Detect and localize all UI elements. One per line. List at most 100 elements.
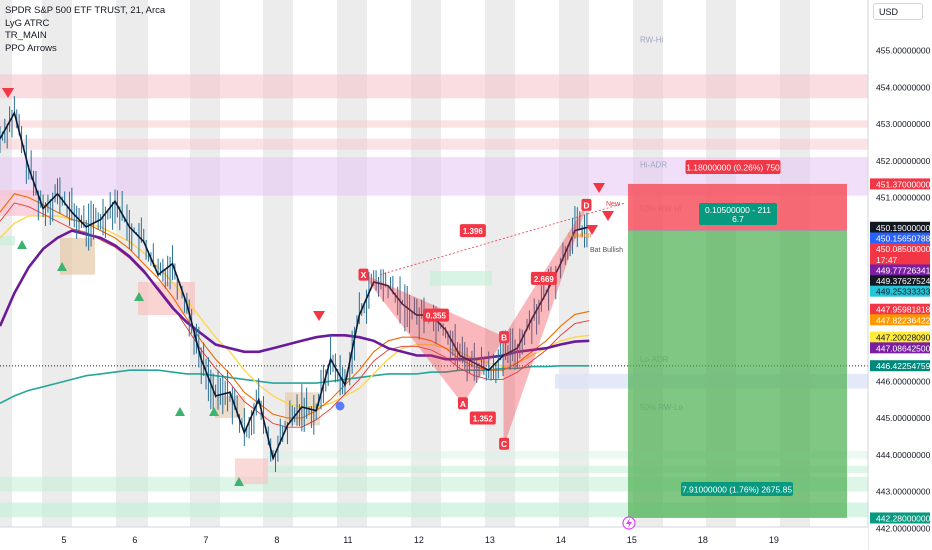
- down-arrow: [602, 211, 614, 221]
- price-label-box: [870, 303, 930, 315]
- price-tick: 444.00000000: [876, 450, 931, 460]
- down-arrow: [586, 225, 598, 235]
- stop-label: 1.18000000 (0.26%) 750: [685, 160, 781, 174]
- time-tick: 7: [203, 535, 208, 545]
- price-label: 451.37000000: [870, 178, 931, 190]
- target-label: 7.91000000 (1.76%) 2675.85: [681, 482, 793, 496]
- time-axis[interactable]: 5 6 7 8 11 12 13 14 15 18 19: [0, 516, 868, 550]
- harmonic-pattern[interactable]: X A B C D 1.396 0.355 1.352 2.669 New London Bat Bu…: [358, 198, 624, 450]
- indicator-tr-main[interactable]: TR_MAIN: [5, 30, 47, 41]
- price-label: 449.25333333: [870, 285, 931, 297]
- price-label-box: [870, 275, 930, 287]
- price-label: 450.19000000: [870, 221, 931, 233]
- pattern-point-b: B: [499, 331, 510, 344]
- price-tick: 454.00000000: [876, 82, 931, 92]
- up-arrow: [175, 407, 185, 416]
- price-tick: 452.00000000: [876, 156, 931, 166]
- price-label-box: [870, 253, 930, 265]
- symbol-title[interactable]: SPDR S&P 500 ETF TRUST, 21, Arca: [5, 5, 166, 16]
- up-arrow: [134, 292, 144, 301]
- price-tick: 446.00000000: [876, 376, 931, 386]
- zone-box: [0, 74, 868, 99]
- price-tick: 455.00000000: [876, 46, 931, 56]
- ratio-label: 1.352: [469, 411, 496, 425]
- down-arrow: [2, 88, 14, 98]
- up-arrow: [209, 407, 219, 416]
- price-candles: [0, 96, 590, 472]
- currency-button[interactable]: USD: [873, 3, 923, 20]
- up-arrow: [17, 240, 27, 249]
- time-tick: 6: [132, 535, 137, 545]
- zone-box: [0, 120, 868, 128]
- indicator-lyg-atrc[interactable]: LyG ATRC: [5, 17, 50, 29]
- price-label-box: [870, 285, 930, 297]
- time-tick: 11: [343, 535, 352, 545]
- point-label: A: [460, 399, 466, 409]
- session-label: London: [568, 232, 591, 239]
- price-label-text: 449.77726341: [876, 265, 931, 275]
- ratio-label: 2.669: [530, 271, 557, 285]
- ratio-box: [469, 411, 496, 425]
- ratio-box: [422, 308, 449, 322]
- signal-dot: [335, 401, 345, 411]
- price-label-box: [870, 314, 930, 326]
- price-axis[interactable]: 455.00000000 454.00000000 453.00000000 452.…: [867, 0, 932, 550]
- price-label: 450.08500000: [870, 243, 931, 255]
- ratio-text: 1.352: [473, 415, 494, 424]
- xab-triangle: [363, 274, 505, 405]
- price-label: 447.82236422: [870, 314, 931, 326]
- price-label-box: [870, 331, 930, 343]
- up-arrow: [234, 477, 244, 486]
- pattern-point-a: A: [457, 397, 468, 410]
- price-label: 449.37627524: [870, 275, 931, 287]
- time-tick: 8: [274, 535, 279, 545]
- down-arrow: [593, 183, 605, 193]
- position-tool[interactable]: 1.18000000 (0.26%) 750 0.10500000 - 2116.…: [628, 160, 847, 518]
- price-tick: 442.00000000: [876, 523, 931, 533]
- price-label-text: 446.42254759: [876, 361, 931, 371]
- point-box: [358, 268, 369, 281]
- new-label: New: [606, 201, 621, 208]
- price-label-text: 447.95981818: [876, 305, 931, 315]
- price-label-text: 450.08500000: [876, 244, 931, 254]
- price-label-box: [870, 342, 930, 354]
- up-arrow: [57, 262, 67, 271]
- target-label-box: [681, 482, 793, 496]
- lightning-icon: [626, 518, 632, 528]
- zone-box: [430, 271, 492, 286]
- entry-label-box: [699, 203, 777, 225]
- price-label-text: 447.82236422: [876, 315, 931, 325]
- time-tick: 18: [698, 535, 708, 545]
- price-label-text: 450.19000000: [876, 223, 931, 233]
- price-label: 449.77726341: [870, 264, 931, 276]
- price-label: 17:47: [870, 253, 930, 265]
- zone-box: [0, 138, 868, 150]
- zone-box: [0, 236, 15, 246]
- ratio-box: [459, 224, 486, 238]
- point-box: [499, 437, 510, 450]
- pattern-point-d: D: [581, 198, 592, 211]
- price-label: 447.95981818: [870, 303, 931, 315]
- point-label: X: [361, 270, 367, 280]
- time-tick: 13: [485, 535, 495, 545]
- time-tick: 19: [769, 535, 779, 545]
- time-tick: 14: [556, 535, 566, 545]
- price-label-text: 451.37000000: [876, 179, 931, 189]
- target-zone: [628, 230, 847, 518]
- ema-purple-line: [0, 229, 590, 361]
- price-label-text: 17:47: [876, 255, 898, 265]
- entry-sub-text: 6.7: [732, 214, 744, 224]
- price-label: 447.08642500: [870, 342, 931, 354]
- price-label-text: 447.08642500: [876, 343, 931, 353]
- time-axis-bg: [0, 527, 868, 550]
- price-tick: 445.00000000: [876, 413, 931, 423]
- pattern-point-x: X: [358, 268, 369, 281]
- price-tick: 453.00000000: [876, 119, 931, 129]
- point-box: [499, 331, 510, 344]
- price-label-box: [870, 232, 930, 244]
- indicator-ppo-arrows[interactable]: PPO Arrows: [5, 42, 57, 54]
- ppo-arrows: [2, 88, 614, 486]
- pattern-name-label: Bat Bullish: [590, 247, 623, 254]
